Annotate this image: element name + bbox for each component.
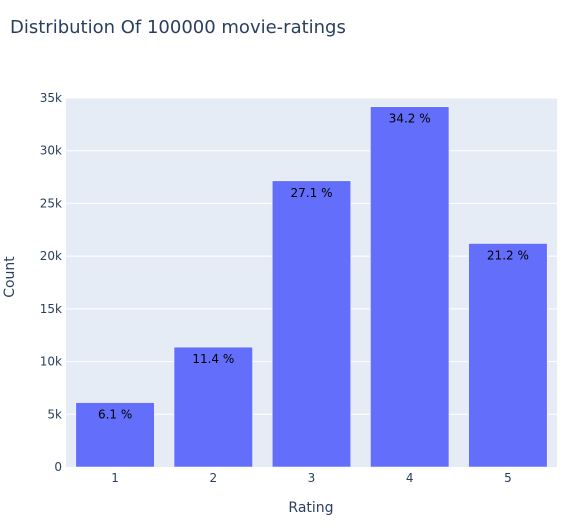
bar: [370, 106, 450, 468]
y-tick-label: 35k: [40, 91, 62, 105]
chart-title: Distribution Of 100000 movie-ratings: [10, 17, 346, 38]
y-tick-label: 20k: [40, 249, 62, 263]
y-axis-ticks: 0 5k 10k 15k 20k 25k 30k 35k: [40, 91, 62, 474]
bar-data-label: 11.4 %: [192, 352, 234, 366]
y-tick-label: 10k: [40, 355, 62, 369]
bar-data-label: 21.2 %: [487, 248, 529, 262]
bars: [75, 106, 548, 468]
y-tick-label: 0: [54, 460, 62, 474]
y-tick-label: 15k: [40, 302, 62, 316]
x-axis-ticks: 1 2 3 4 5: [111, 471, 511, 485]
x-tick-label: 5: [504, 471, 512, 485]
bar: [271, 180, 352, 468]
bar: [75, 402, 155, 468]
bar-data-label: 6.1 %: [98, 408, 132, 422]
bar-data-label: 27.1 %: [291, 186, 333, 200]
x-tick-label: 4: [406, 471, 414, 485]
x-tick-label: 3: [308, 471, 316, 485]
bar-data-labels: 6.1 % 11.4 % 27.1 % 34.2 % 21.2 %: [98, 112, 529, 422]
y-tick-label: 30k: [40, 144, 62, 158]
x-axis-label: Rating: [288, 500, 333, 516]
x-tick-label: 2: [209, 471, 217, 485]
y-axis-label: Count: [2, 256, 18, 298]
y-tick-label: 25k: [40, 196, 62, 210]
x-tick-label: 1: [111, 471, 119, 485]
bar-data-label: 34.2 %: [389, 112, 431, 126]
bar: [468, 243, 548, 468]
bar: [173, 346, 253, 468]
y-tick-label: 5k: [47, 407, 62, 421]
